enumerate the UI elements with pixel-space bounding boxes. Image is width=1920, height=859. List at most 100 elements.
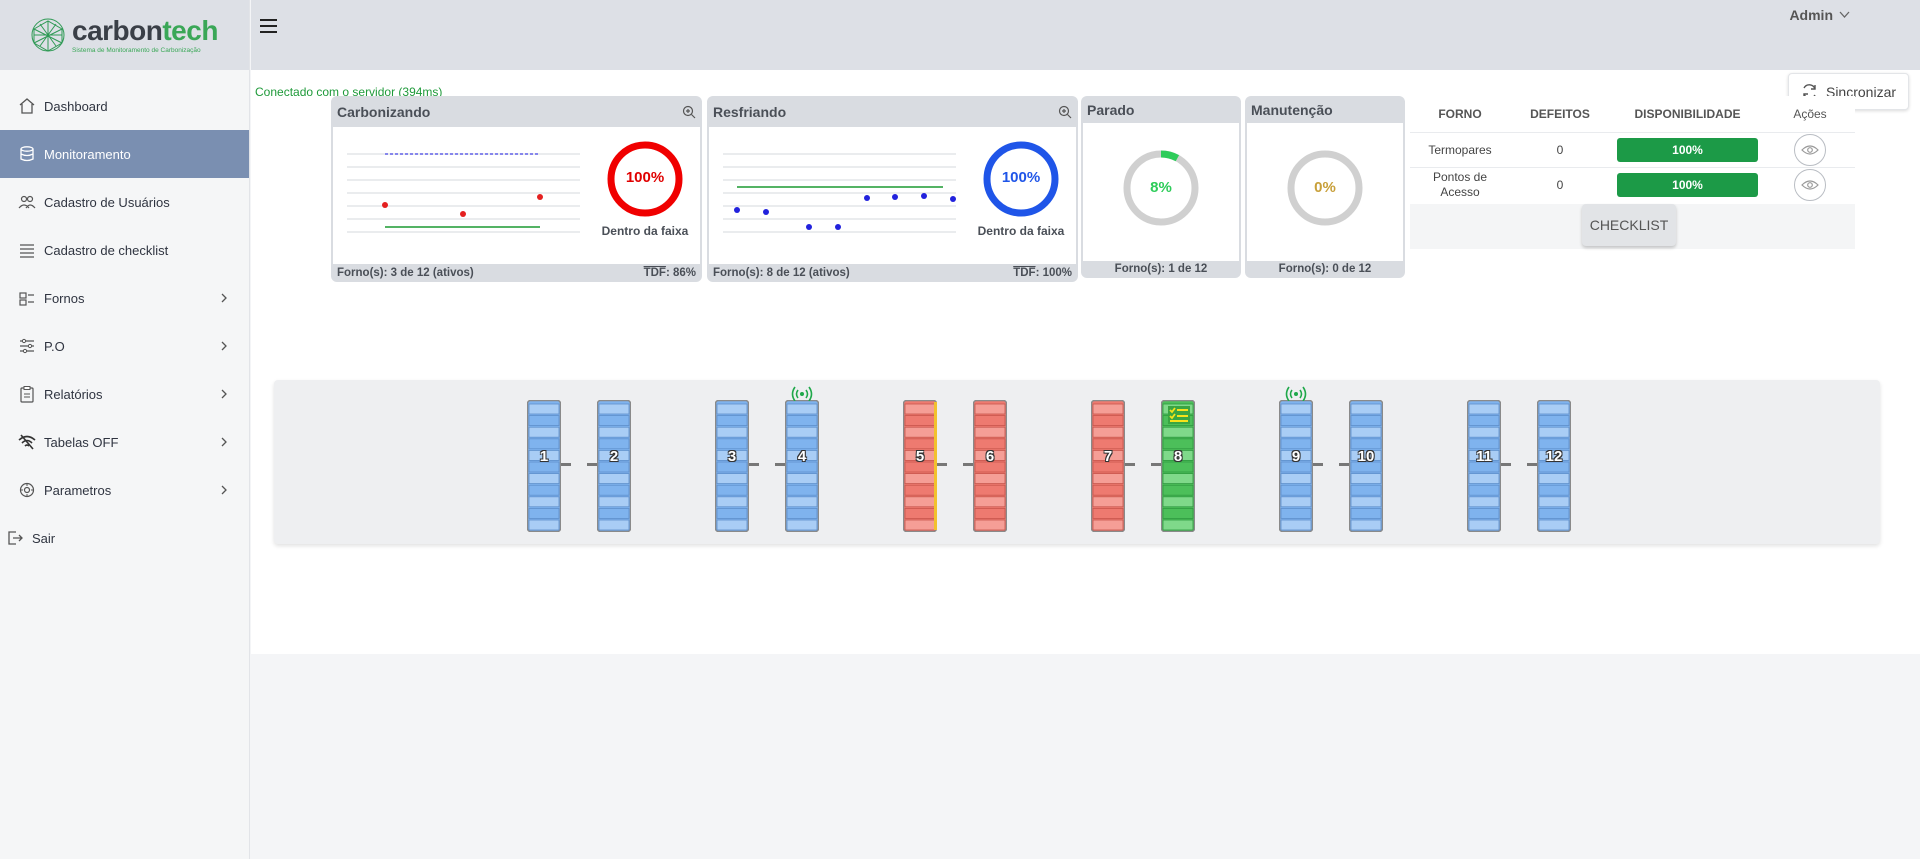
data-point	[835, 224, 841, 230]
card-title: Resfriando	[713, 103, 787, 120]
cell-acoes	[1765, 131, 1855, 167]
furnace-connector	[1339, 463, 1349, 466]
sidebar-nav: Dashboard Monitoramento Cadastro de Usuári…	[0, 70, 249, 562]
donut-gauge	[1123, 150, 1199, 226]
cell-disponibilidade: 100%	[1610, 131, 1765, 167]
users-icon	[18, 193, 36, 211]
card-footer: Forno(s): 0 de 12	[1251, 263, 1399, 275]
furnace-number: 8	[1173, 448, 1183, 465]
wifi-off-icon	[18, 433, 36, 451]
furnace-10[interactable]: 10	[1349, 400, 1383, 532]
view-button[interactable]	[1794, 168, 1826, 201]
logo-icon	[31, 18, 65, 52]
cell-acoes	[1765, 166, 1855, 202]
sidebar-item-sair[interactable]: Sair	[0, 514, 249, 562]
card-header: Carbonizando	[331, 96, 702, 127]
tdf-value: TDF: 86%	[644, 267, 696, 279]
table-row: Pontos de Acesso 0 100%	[1410, 166, 1855, 202]
sidebar-item-dashboard[interactable]: Dashboard	[0, 82, 249, 130]
furnace-number: 7	[1103, 448, 1113, 465]
card-body: 100% Dentro da faixa	[333, 127, 700, 264]
user-menu[interactable]: Admin	[1789, 7, 1850, 23]
sidebar-item-label: Tabelas OFF	[44, 434, 119, 450]
card-parado: Parado 8% Forno(s): 1 de 12	[1081, 96, 1241, 278]
sidebar-item-label: Cadastro de checklist	[44, 242, 169, 258]
furnace-connector	[937, 463, 947, 466]
tdf-label: TDF	[643, 267, 666, 279]
zoom-in-icon[interactable]	[1058, 105, 1072, 119]
topbar: Admin	[251, 0, 1920, 70]
sidebar-item-parametros[interactable]: Parametros	[0, 466, 249, 514]
furnace-connector	[1313, 463, 1323, 466]
donut-percent: 0%	[1314, 179, 1336, 196]
brand-name-part1: carbon	[72, 14, 163, 46]
zoom-in-icon[interactable]	[682, 105, 696, 119]
sidebar-item-monitoramento[interactable]: Monitoramento	[0, 130, 249, 178]
data-point	[921, 193, 927, 199]
furnace-number: 9	[1291, 448, 1301, 465]
furnace-12[interactable]: 12	[1537, 400, 1571, 532]
furnace-7[interactable]: 7	[1091, 400, 1125, 532]
fornos-count: Forno(s): 0 de 12	[1278, 263, 1372, 275]
sidebar-item-label: Relatórios	[44, 386, 103, 402]
sidebar-item-label: P.O	[44, 338, 65, 354]
availability-pill: 100%	[1617, 172, 1758, 197]
gear-icon	[18, 481, 36, 499]
hamburger-menu-icon[interactable]	[259, 16, 279, 36]
furnace-4[interactable]: 4	[785, 400, 819, 532]
list-icon	[18, 241, 36, 259]
fornos-count: Forno(s): 3 de 12 (ativos)	[337, 267, 474, 279]
brand-name: carbontech	[72, 14, 218, 46]
card-body: 8%	[1083, 123, 1239, 261]
donut-percent: 8%	[1150, 179, 1172, 196]
brand[interactable]: carbontech Sistema de Monitoramento de C…	[0, 0, 249, 70]
sidebar-item-p-o[interactable]: P.O	[0, 322, 249, 370]
sidebar-item-tabelas-off[interactable]: Tabelas OFF	[0, 418, 249, 466]
data-point	[382, 202, 388, 208]
furnace-2[interactable]: 2	[597, 400, 631, 532]
sidebar-item-label: Fornos	[44, 290, 85, 306]
chevron-down-icon	[1839, 11, 1850, 18]
chevron-right-icon	[221, 389, 227, 399]
home-icon	[18, 97, 36, 115]
mini-chart	[347, 153, 580, 233]
card-footer: Forno(s): 1 de 12	[1087, 263, 1235, 275]
table-row: Termopares 0 100%	[1410, 131, 1855, 167]
logout-icon	[6, 529, 24, 547]
sidebar-item-label: Cadastro de Usuários	[44, 194, 170, 210]
data-point	[892, 194, 898, 200]
furnace-panel: 1 2 3 4 5 6 7 8 9 10 11 12	[274, 380, 1880, 544]
card-header: Parado	[1081, 96, 1241, 123]
furnace-1[interactable]: 1	[527, 400, 561, 532]
cell-defeitos: 0	[1510, 131, 1610, 167]
furnace-3[interactable]: 3	[715, 400, 749, 532]
data-point	[460, 211, 466, 217]
checklist-button[interactable]: CHECKLIST	[1582, 204, 1676, 246]
furnace-5[interactable]: 5	[903, 400, 937, 532]
sidebar-item-cadastro-de-usuarios[interactable]: Cadastro de Usuários	[0, 178, 249, 226]
furnace-11[interactable]: 11	[1467, 400, 1501, 532]
eye-icon	[1801, 180, 1819, 190]
data-point	[864, 195, 870, 201]
chevron-right-icon	[221, 341, 227, 351]
sidebar-item-relatorios[interactable]: Relatórios	[0, 370, 249, 418]
card-title: Parado	[1087, 101, 1135, 118]
furnace-9[interactable]: 9	[1279, 400, 1313, 532]
fornos-count: Forno(s): 1 de 12	[1114, 263, 1208, 275]
connection-status: Conectado com o servidor (394ms)	[255, 85, 443, 99]
furnace-number: 3	[727, 448, 737, 465]
furnace-number: 10	[1357, 448, 1375, 465]
ring-percent: 100%	[1001, 169, 1041, 186]
page-background	[251, 654, 1920, 859]
card-footer: Forno(s): 3 de 12 (ativos) TDF: 86%	[337, 267, 696, 279]
sidebar-item-cadastro-de-checklist[interactable]: Cadastro de checklist	[0, 226, 249, 274]
range-caption: Dentro da faixa	[601, 224, 689, 238]
sidebar-item-fornos[interactable]: Fornos	[0, 274, 249, 322]
tdf-label: TDF	[1013, 267, 1036, 279]
furnace-6[interactable]: 6	[973, 400, 1007, 532]
cell-disponibilidade: 100%	[1610, 166, 1765, 202]
database-icon	[18, 145, 36, 163]
view-button[interactable]	[1794, 133, 1826, 166]
signal-icon	[1281, 385, 1311, 406]
furnace-number: 11	[1476, 448, 1492, 465]
